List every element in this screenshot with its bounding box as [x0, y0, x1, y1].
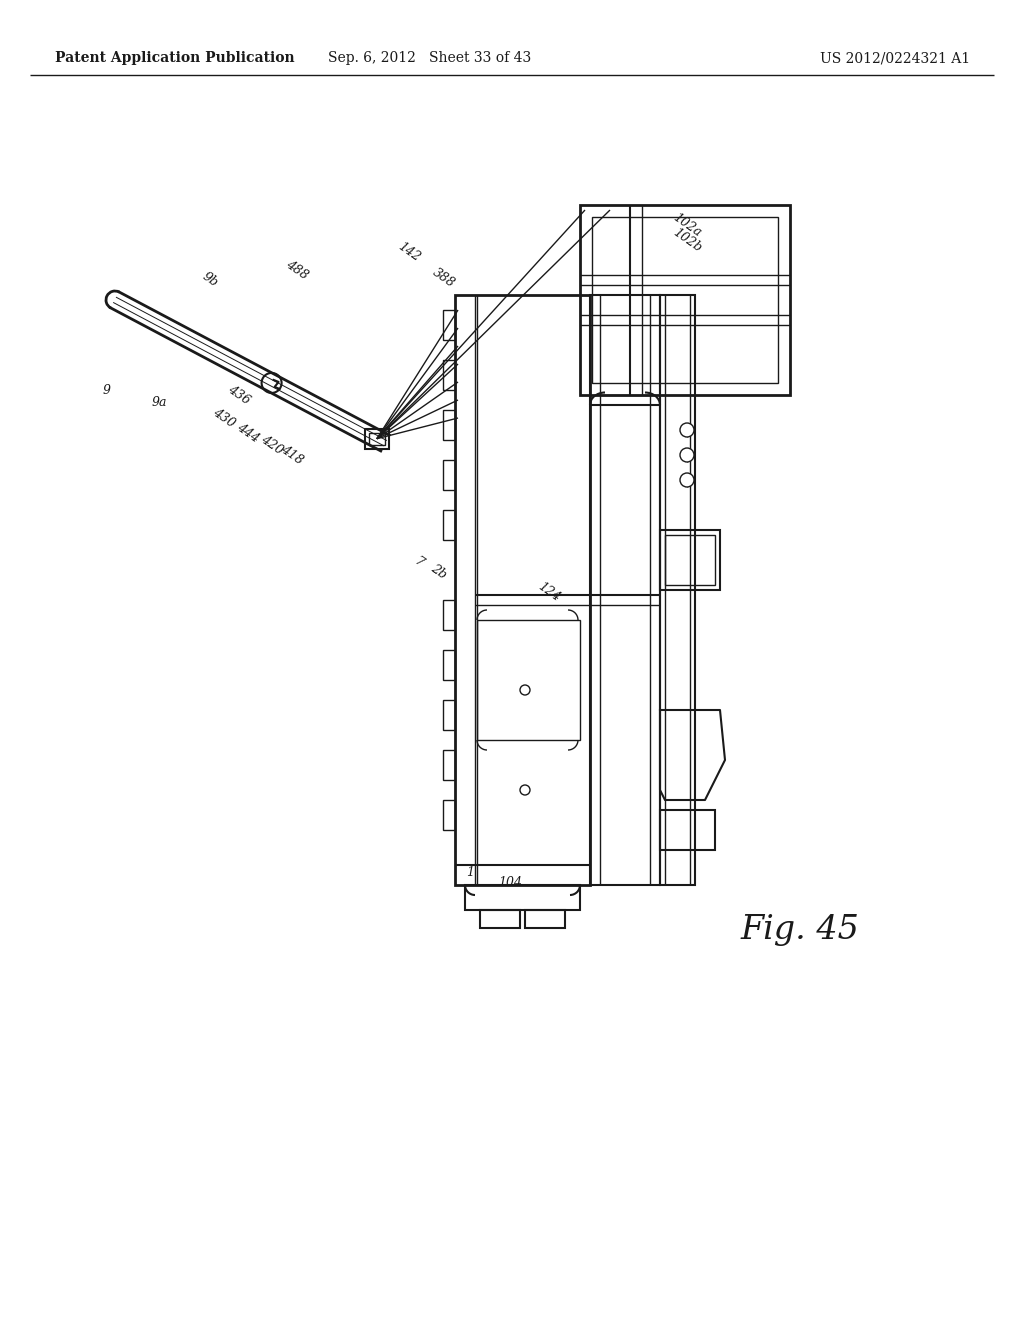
Bar — [443, 310, 455, 341]
Text: 2b: 2b — [428, 562, 449, 582]
Text: 9a: 9a — [152, 396, 168, 409]
Text: Patent Application Publication: Patent Application Publication — [55, 51, 295, 65]
Bar — [443, 750, 455, 780]
Text: 104: 104 — [498, 875, 522, 888]
Circle shape — [680, 473, 694, 487]
Bar — [590, 294, 660, 884]
Text: 142: 142 — [395, 240, 422, 264]
Text: 124: 124 — [535, 579, 562, 605]
Bar — [455, 294, 590, 884]
Bar — [443, 510, 455, 540]
Text: 436: 436 — [225, 383, 252, 407]
Text: US 2012/0224321 A1: US 2012/0224321 A1 — [820, 51, 970, 65]
Bar — [443, 800, 455, 830]
Bar — [660, 294, 695, 884]
Bar — [369, 433, 385, 445]
Bar — [443, 411, 455, 440]
Text: 9: 9 — [103, 384, 111, 396]
Text: 420: 420 — [258, 433, 285, 457]
Bar — [480, 909, 520, 928]
Bar — [443, 360, 455, 389]
Text: 102b: 102b — [670, 226, 703, 255]
Text: 102a: 102a — [670, 211, 703, 239]
Bar — [443, 459, 455, 490]
Circle shape — [680, 422, 694, 437]
Bar — [443, 601, 455, 630]
Text: 418: 418 — [278, 442, 305, 467]
Bar — [465, 884, 580, 909]
Text: 1: 1 — [466, 866, 474, 879]
Text: 430: 430 — [210, 405, 238, 430]
Bar — [443, 649, 455, 680]
Circle shape — [520, 685, 530, 696]
Bar — [665, 535, 715, 585]
Text: Sep. 6, 2012   Sheet 33 of 43: Sep. 6, 2012 Sheet 33 of 43 — [329, 51, 531, 65]
Bar — [443, 700, 455, 730]
Bar — [660, 531, 720, 590]
Text: 444: 444 — [234, 421, 261, 445]
Text: 9b: 9b — [200, 271, 220, 290]
Text: 7: 7 — [412, 554, 426, 570]
Circle shape — [680, 447, 694, 462]
Bar — [580, 205, 790, 395]
Circle shape — [520, 785, 530, 795]
Bar — [365, 429, 389, 449]
Bar — [660, 810, 715, 850]
Bar — [477, 620, 580, 741]
Bar — [592, 216, 778, 383]
Text: 388: 388 — [430, 265, 457, 290]
Text: 488: 488 — [283, 257, 310, 282]
Bar — [525, 909, 565, 928]
Text: Fig. 45: Fig. 45 — [740, 913, 859, 946]
